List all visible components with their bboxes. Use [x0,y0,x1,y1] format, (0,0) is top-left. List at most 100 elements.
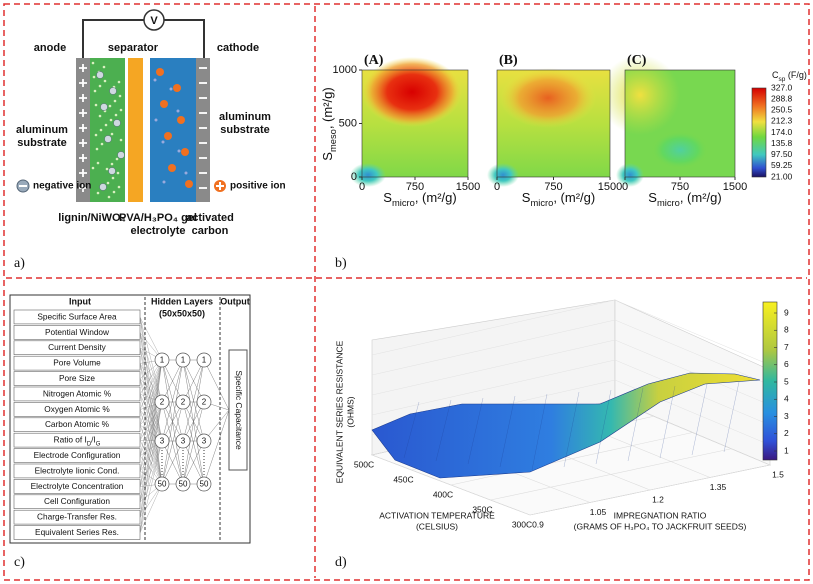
mesh-line [659,385,676,459]
input-label: Potential Window [45,327,110,337]
material-label: lignin/NiWO₄ [58,212,126,224]
positive-ion-icon [216,182,224,190]
ion [96,71,104,79]
figure-border [3,3,810,581]
colorbar-tick-label: 4 [784,394,789,404]
ion [109,87,117,95]
subplot-label: (A) [364,53,384,68]
input-box [13,325,141,340]
link [182,359,205,485]
node-label: 3 [181,437,186,446]
particle [106,181,110,185]
mesh-line [467,397,484,465]
text-part: , (m²/g) [680,190,722,205]
substrate-label: aluminum [219,111,271,123]
mesh-line [499,395,516,468]
particle [118,94,122,98]
particle [107,195,111,199]
subplot-label: (C) [627,53,647,68]
y-tick-label: 500 [339,117,357,129]
substrate-label: substrate [220,124,270,136]
x-tick-label: 1500 [598,181,622,193]
colorbar-tick-label: 6 [784,359,789,369]
colorbar-tick-label: 59.25 [771,160,793,170]
input-box [13,355,141,371]
plus-sign [79,139,87,147]
node-label: 50 [179,480,188,489]
colorbar-tick-label: 3 [784,411,789,421]
particle [100,142,104,146]
text-part: S [383,190,392,205]
subscript: micro [530,198,553,208]
particle [169,87,173,91]
material-label: activated [186,212,234,224]
y-tick-label: 1.35 [710,482,727,492]
plus-sign [79,184,87,192]
y-axis-label: Smeso, (m²/g) [320,87,338,160]
colorbar-tick-label: 250.5 [771,105,793,115]
contour-region [600,55,680,135]
input-label: Electrolyte Concentration [31,481,124,491]
link [139,401,163,441]
link [161,440,184,485]
particle [117,80,121,84]
link [139,483,163,533]
link [161,401,184,485]
input-box [13,494,141,509]
link [139,359,163,441]
x-tick-label: 1500 [723,181,747,193]
colorbar-tick-label: 135.8 [771,138,793,148]
particle [91,166,95,170]
input-label: Pore Size [59,373,95,383]
node-label: 50 [158,480,167,489]
contour-region [616,163,644,187]
column-header: Hidden Layers [151,296,213,306]
link [203,359,230,411]
link [139,363,163,403]
link [161,359,184,442]
anode-layer [90,58,125,202]
input-label: Pore Volume [53,358,101,368]
separator-label: separator [108,42,159,54]
text-part: S [648,190,657,205]
column-header: Input [69,296,91,306]
material-label: PVA/H₃PO₄ gel [119,212,197,224]
y-axis-label: IMPREGNATION RATIO [614,510,707,520]
y-tick-label: 1000 [333,64,357,76]
link [139,363,163,442]
wire [82,19,205,58]
link [161,359,184,485]
hidden-node [175,352,191,368]
y-tick-label: 0 [351,171,357,183]
x-tick-label: 400C [433,489,453,499]
plus-sign [79,109,87,117]
particle [112,190,116,194]
colorbar [762,301,778,461]
colorbar-tick-label: 2 [784,428,789,438]
particle [96,161,100,165]
particle [102,65,106,69]
contour-region [350,163,386,187]
link [161,359,184,403]
link [139,359,163,533]
input-box [13,402,141,417]
subscript: sp [779,76,786,83]
substrate-label: aluminum [16,124,68,136]
contour-region [650,130,710,170]
particle [98,114,102,118]
x-tick-label: 750 [671,181,689,193]
link [139,401,163,472]
z-axis-label: (OHMS) [345,396,355,427]
grid-line [614,339,771,406]
particle [103,79,107,83]
mesh-line [627,387,644,462]
plus-sign [79,154,87,162]
particle [154,118,158,122]
link [139,424,163,485]
particle [117,185,121,189]
particle [94,103,98,107]
text-part: Ratio of I [54,435,87,445]
ion [108,167,116,175]
colorbar [751,87,767,178]
plus-sign [79,94,87,102]
